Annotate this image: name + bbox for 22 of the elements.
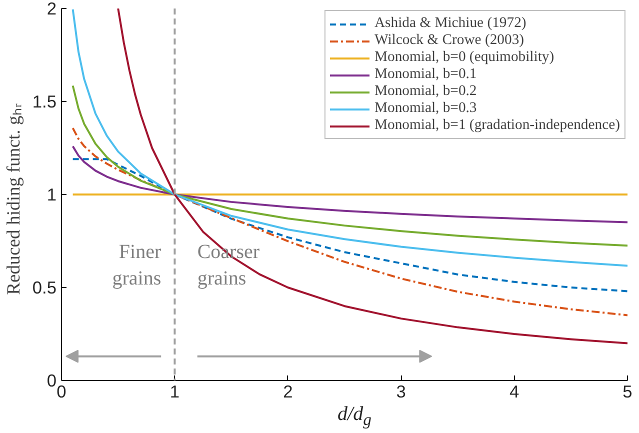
legend-label: Monomial, b=0.1 — [374, 66, 477, 83]
y-tick-label: 1.5 — [32, 92, 57, 112]
x-tick-label: 5 — [622, 382, 632, 402]
legend-label: Monomial, b=0.2 — [374, 83, 477, 100]
legend-label: Monomial, b=1 (gradation-independence) — [374, 117, 620, 134]
x-tick-label: 3 — [396, 382, 406, 402]
line-series — [72, 145, 628, 224]
legend-label: Ashida & Michiue (1972) — [374, 15, 526, 32]
annotation: Finer grains — [112, 241, 162, 290]
y-axis-title: Reduced hiding funct. gₕᵣ — [3, 103, 24, 295]
x-axis-title: d/d$_{g}$ — [338, 403, 372, 429]
y-tick-label: 0.5 — [32, 278, 57, 298]
line-series — [72, 8, 628, 267]
legend-label: Monomial, b=0.3 — [374, 100, 477, 117]
y-tick-label: 1 — [46, 184, 57, 204]
x-tick-label: 4 — [509, 382, 520, 402]
line-series — [72, 158, 628, 292]
y-tick-label: 2 — [46, 0, 57, 18]
x-tick-label: 1 — [170, 382, 180, 402]
legend-label: Wilcock & Crowe (2003) — [374, 32, 524, 49]
x-tick-label: 2 — [283, 382, 293, 402]
legend-label: Monomial, b=0 (equimobility) — [374, 49, 554, 66]
